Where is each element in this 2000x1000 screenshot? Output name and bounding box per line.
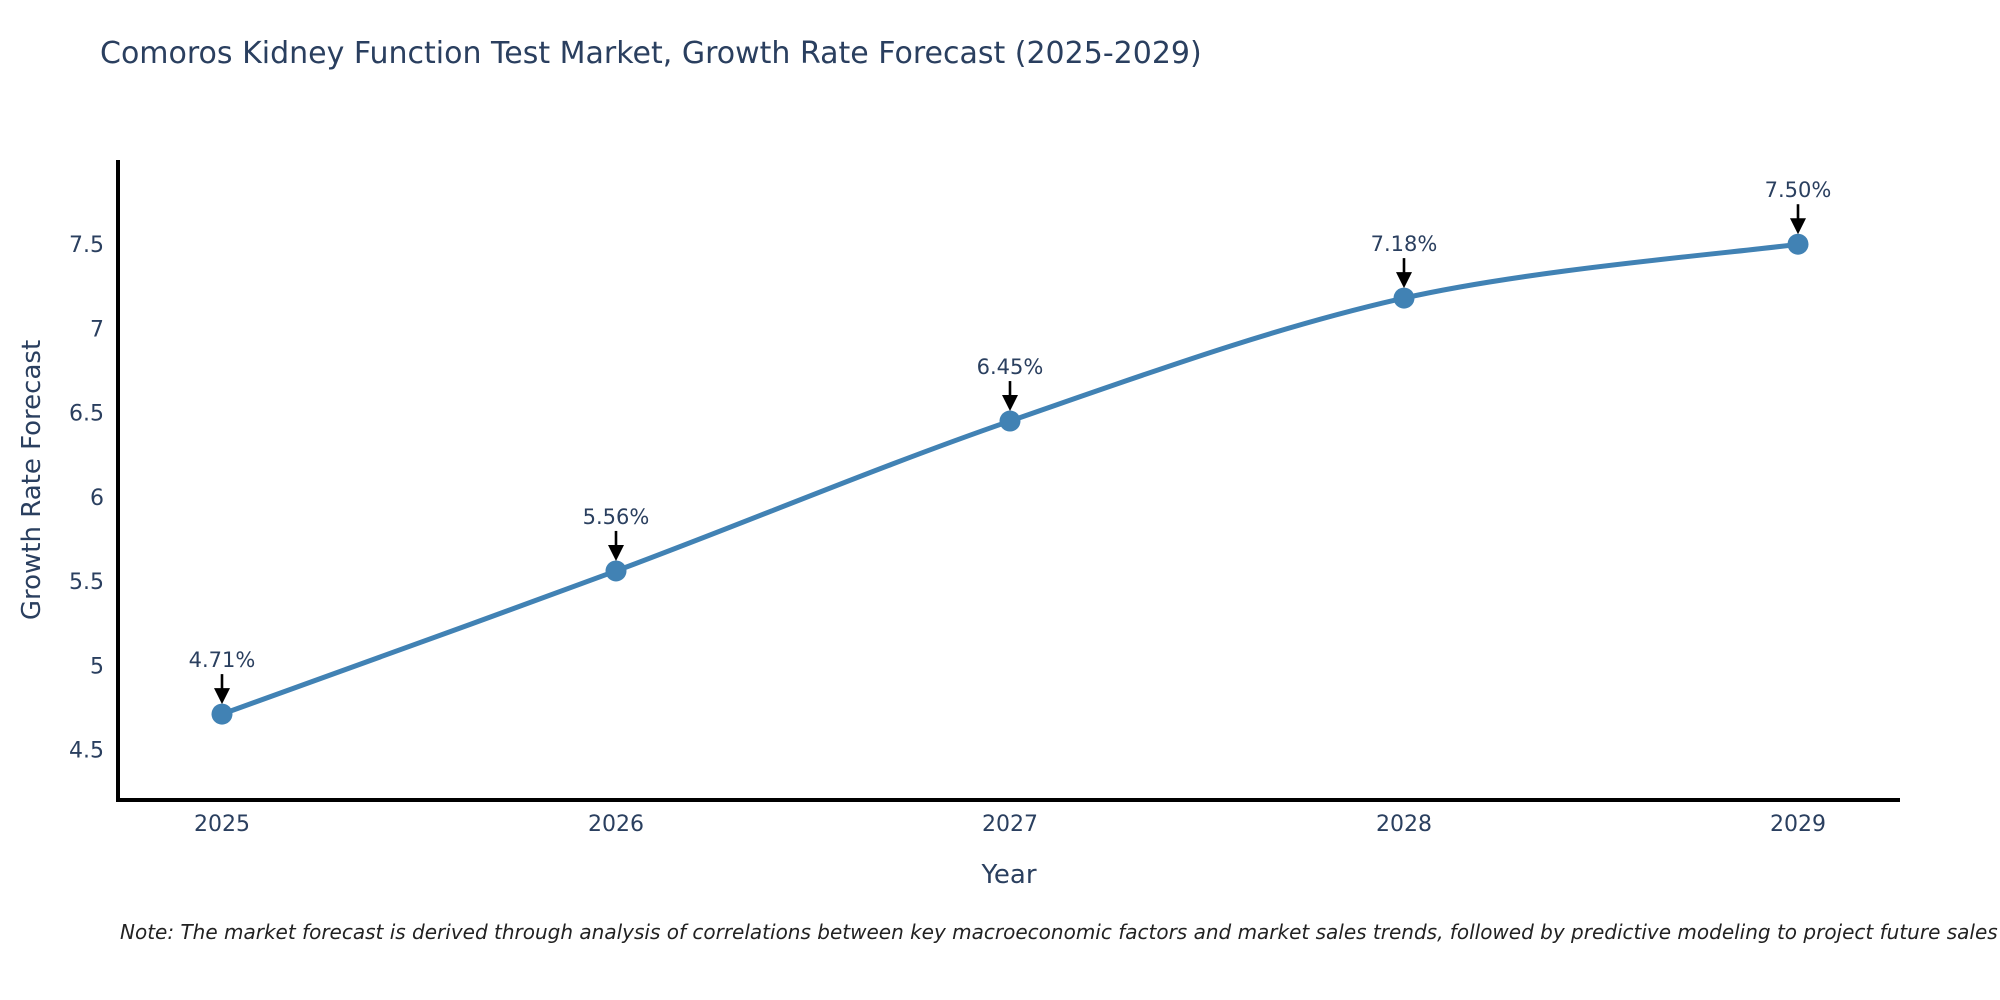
y-tick-label: 7 bbox=[90, 317, 104, 342]
x-tick-label: 2029 bbox=[1770, 812, 1826, 837]
y-tick-label: 5.5 bbox=[69, 570, 104, 595]
data-point-2026[interactable] bbox=[605, 560, 627, 582]
y-tick-label: 5 bbox=[90, 654, 104, 679]
footnote: Note: The market forecast is derived thr… bbox=[120, 920, 1998, 944]
annotation-arrow-head bbox=[1790, 218, 1806, 235]
x-axis-title: Year bbox=[981, 860, 1037, 890]
chart-title: Comoros Kidney Function Test Market, Gro… bbox=[100, 36, 1202, 71]
data-point-2028[interactable] bbox=[1393, 287, 1415, 309]
data-point-2025[interactable] bbox=[211, 703, 233, 725]
data-point-2029[interactable] bbox=[1787, 233, 1809, 255]
data-point-2027[interactable] bbox=[999, 410, 1021, 432]
y-tick-label: 7.5 bbox=[69, 233, 104, 258]
annotation-label: 4.71% bbox=[189, 648, 256, 672]
y-tick-label: 6.5 bbox=[69, 402, 104, 427]
annotation-arrow-head bbox=[1002, 395, 1018, 412]
annotation-label: 6.45% bbox=[977, 355, 1044, 379]
annotation-arrow-head bbox=[608, 544, 624, 561]
annotation-label: 5.56% bbox=[583, 505, 650, 529]
x-tick-label: 2026 bbox=[588, 812, 644, 837]
x-tick-label: 2025 bbox=[194, 812, 250, 837]
annotation-label: 7.18% bbox=[1371, 232, 1438, 256]
x-tick-label: 2028 bbox=[1376, 812, 1432, 837]
y-tick-label: 4.5 bbox=[69, 738, 104, 763]
y-tick-label: 6 bbox=[90, 486, 104, 511]
x-tick-label: 2027 bbox=[982, 812, 1038, 837]
annotation-arrow-head bbox=[1396, 272, 1412, 289]
annotation-label: 7.50% bbox=[1765, 178, 1832, 202]
annotation-arrow-head bbox=[214, 688, 230, 705]
series-line bbox=[219, 241, 1801, 717]
